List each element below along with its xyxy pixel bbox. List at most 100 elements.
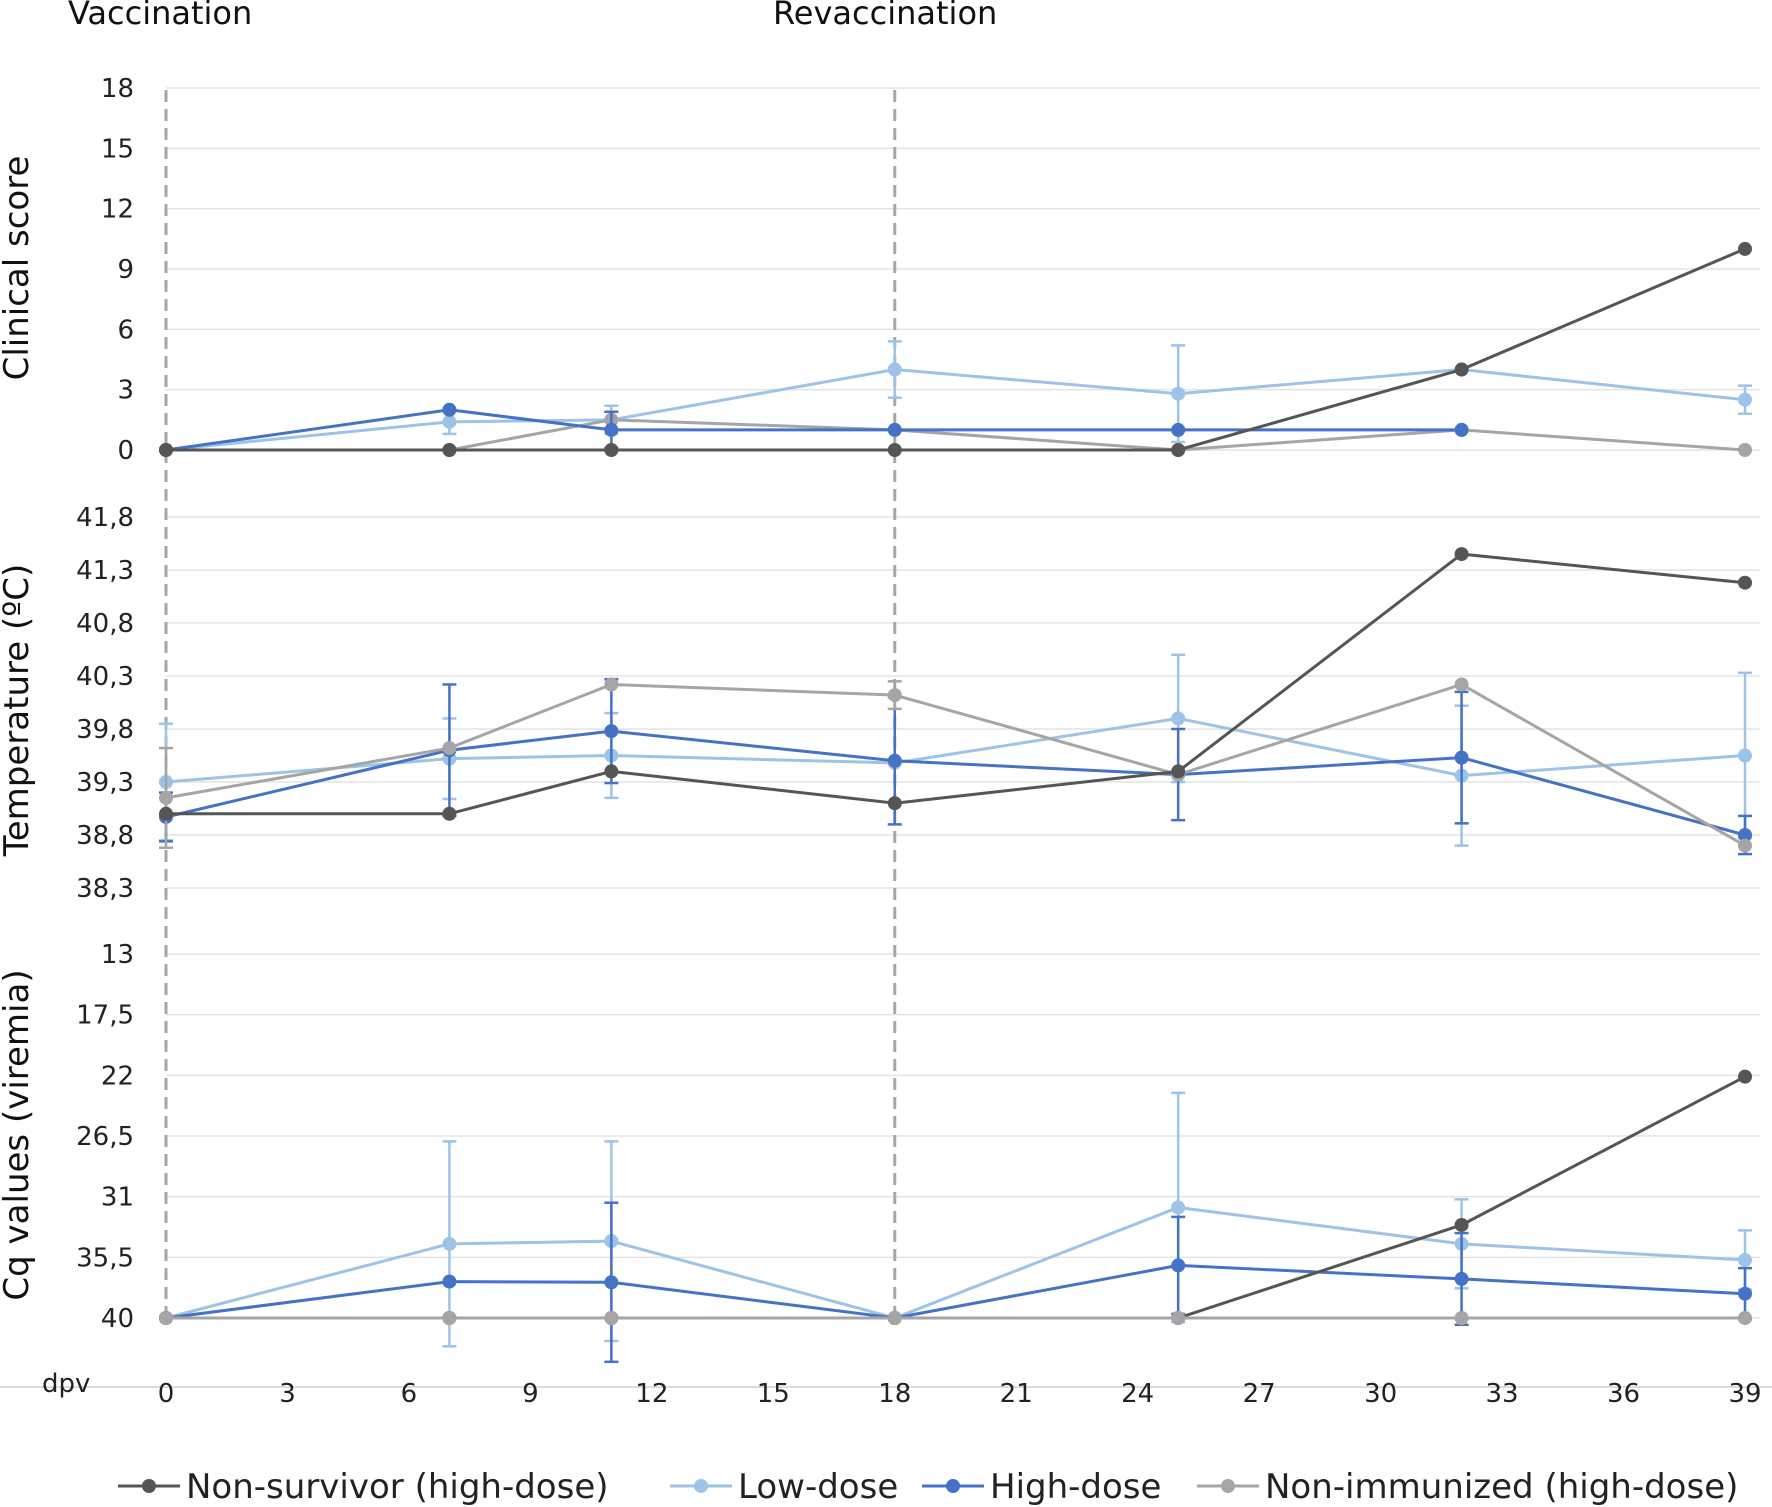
x-tick-label: 18 bbox=[878, 1379, 911, 1409]
data-point-low-dose bbox=[1738, 1253, 1752, 1268]
y-tick-label: 15 bbox=[101, 134, 134, 164]
series-line-temperature-non-survivor-high-dose bbox=[166, 552, 1746, 816]
data-point-low-dose bbox=[442, 414, 457, 429]
x-tick-label: 24 bbox=[1121, 1379, 1154, 1409]
y-tick-label: 35,5 bbox=[76, 1243, 134, 1273]
x-tick-label: 30 bbox=[1364, 1379, 1397, 1409]
y-tick-label: 40,3 bbox=[76, 662, 134, 692]
data-point-high-dose bbox=[1454, 1271, 1469, 1286]
data-point-non-immunized-high-dose bbox=[442, 741, 457, 756]
data-point-non-immunized-high-dose bbox=[1171, 1311, 1186, 1325]
x-tick-label: 36 bbox=[1607, 1379, 1640, 1409]
x-tick-label: 6 bbox=[401, 1379, 418, 1409]
data-point-non-immunized-high-dose bbox=[887, 688, 902, 703]
y-tick-label: 41,3 bbox=[76, 556, 134, 586]
y-tick-label: 26,5 bbox=[76, 1122, 134, 1152]
y-tick-label: 17,5 bbox=[76, 1001, 134, 1031]
data-point-low-dose bbox=[887, 362, 902, 377]
data-point-non-immunized-high-dose bbox=[1738, 838, 1752, 853]
legend-swatch-marker bbox=[694, 1479, 708, 1493]
data-point-non-survivor-high-dose bbox=[1171, 764, 1186, 779]
legend-label: Low-dose bbox=[738, 1467, 898, 1507]
event-lines bbox=[164, 90, 897, 1318]
series-line-clinical-non-immunized-high-dose bbox=[166, 418, 1746, 452]
legend-label: High-dose bbox=[990, 1467, 1161, 1507]
y-tick-label: 40 bbox=[101, 1304, 134, 1334]
data-point-high-dose bbox=[1454, 750, 1469, 765]
y-tick-label: 9 bbox=[117, 255, 134, 285]
legend-swatch-marker bbox=[946, 1479, 960, 1493]
legend-label: Non-survivor (high-dose) bbox=[186, 1467, 609, 1507]
x-tick-labels: 0 3 6 9 12 15 18 21 24 27 30 33 36 39 bbox=[158, 1379, 1762, 1409]
data-point-low-dose bbox=[1171, 386, 1186, 401]
data-point-non-survivor-high-dose bbox=[604, 764, 619, 779]
legend-item-low-dose: Low-dose bbox=[670, 1467, 898, 1507]
y-tick-label: 40,8 bbox=[76, 609, 134, 639]
data-point-low-dose bbox=[1171, 711, 1186, 726]
data-point-low-dose bbox=[1738, 392, 1752, 407]
x-tick-label: 12 bbox=[635, 1379, 668, 1409]
data-point-high-dose bbox=[1738, 1286, 1752, 1301]
legend-item-non-immunized-high-dose: Non-immunized (high-dose) bbox=[1197, 1467, 1738, 1507]
y-tick-label: 41,8 bbox=[76, 503, 134, 533]
vaccination-label: Vaccination bbox=[68, 0, 252, 32]
data-point-non-survivor-high-dose bbox=[1171, 443, 1186, 457]
y-tick-label: 38,3 bbox=[76, 874, 134, 904]
x-tick-label: 33 bbox=[1486, 1379, 1519, 1409]
data-point-non-survivor-high-dose bbox=[159, 443, 173, 457]
data-point-non-survivor-high-dose bbox=[442, 443, 457, 457]
data-point-non-survivor-high-dose bbox=[604, 443, 619, 457]
x-tick-label: 9 bbox=[522, 1379, 539, 1409]
y-axis-title-temperature: Temperature (ºC) bbox=[0, 564, 37, 857]
y-tick-label: 13 bbox=[101, 940, 134, 970]
series-layer bbox=[159, 241, 1752, 1364]
series-line-temperature-low-dose bbox=[165, 716, 1746, 784]
data-point-non-survivor-high-dose bbox=[1454, 547, 1469, 562]
y-tick-labels: 0 3 6 9 12 15 18 38,3 38,8 39,3 39,8 40,3 40,8 41,3 41… bbox=[76, 74, 134, 1334]
series-line-temperature-high-dose bbox=[165, 729, 1746, 837]
data-point-non-immunized-high-dose bbox=[887, 1311, 902, 1325]
series-line-viremia-low-dose bbox=[165, 1205, 1746, 1320]
data-point-non-survivor-high-dose bbox=[1738, 1069, 1752, 1084]
data-point-non-survivor-high-dose bbox=[1454, 1217, 1469, 1232]
data-point-high-dose bbox=[604, 724, 619, 739]
x-tick-label: 3 bbox=[279, 1379, 296, 1409]
series-line-viremia-high-dose bbox=[165, 1263, 1746, 1320]
y-tick-label: 3 bbox=[117, 376, 134, 406]
data-point-low-dose bbox=[1738, 748, 1752, 763]
x-tick-label: 27 bbox=[1243, 1379, 1276, 1409]
y-axis-titles: Clinical score Temperature (ºC) Cq values … bbox=[0, 156, 37, 1301]
series-line-clinical-high-dose bbox=[165, 408, 1462, 452]
y-tick-label: 6 bbox=[117, 315, 134, 345]
y-tick-label: 22 bbox=[101, 1061, 134, 1091]
data-point-non-immunized-high-dose bbox=[1738, 1311, 1752, 1325]
x-tick-label: 0 bbox=[158, 1379, 175, 1409]
data-point-non-immunized-high-dose bbox=[1738, 443, 1752, 457]
data-point-non-survivor-high-dose bbox=[1738, 241, 1752, 256]
series-line-clinical-non-survivor-high-dose bbox=[166, 247, 1746, 452]
data-point-non-survivor-high-dose bbox=[887, 796, 902, 811]
data-point-high-dose bbox=[442, 1274, 457, 1289]
y-tick-label: 12 bbox=[101, 195, 134, 225]
x-tick-label: 15 bbox=[757, 1379, 790, 1409]
x-axis-title: dpv bbox=[42, 1369, 90, 1399]
data-point-non-immunized-high-dose bbox=[159, 1311, 173, 1325]
x-tick-label: 21 bbox=[1000, 1379, 1033, 1409]
y-tick-label: 39,3 bbox=[76, 768, 134, 798]
legend: Non-survivor (high-dose) Low-dose High-dos… bbox=[118, 1467, 1738, 1507]
data-point-non-survivor-high-dose bbox=[159, 806, 173, 821]
data-point-high-dose bbox=[442, 402, 457, 417]
data-point-high-dose bbox=[604, 422, 619, 437]
data-point-non-immunized-high-dose bbox=[159, 790, 173, 805]
data-point-non-survivor-high-dose bbox=[442, 806, 457, 821]
data-point-non-immunized-high-dose bbox=[604, 1311, 619, 1325]
legend-swatch-marker bbox=[142, 1479, 156, 1493]
x-tick-label: 39 bbox=[1728, 1379, 1761, 1409]
legend-swatch-marker bbox=[1221, 1479, 1235, 1493]
revaccination-label: Revaccination bbox=[773, 0, 997, 32]
data-point-non-immunized-high-dose bbox=[1454, 677, 1469, 692]
y-axis-title-viremia: Cq values (viremia) bbox=[0, 969, 37, 1300]
series-line-clinical-low-dose bbox=[165, 368, 1746, 452]
legend-item-non-survivor-high-dose: Non-survivor (high-dose) bbox=[118, 1467, 609, 1507]
